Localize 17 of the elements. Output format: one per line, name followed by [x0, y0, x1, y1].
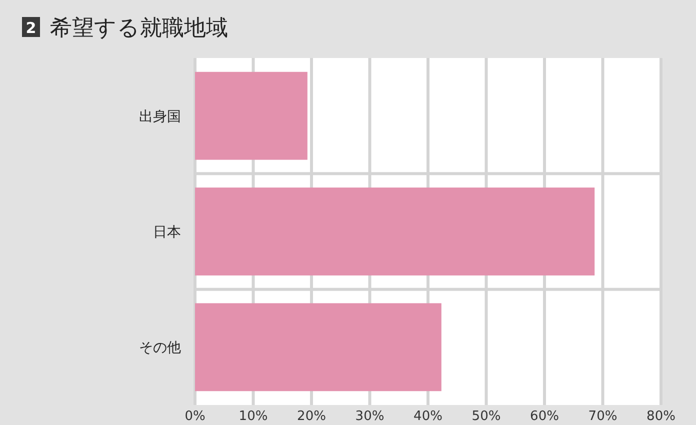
x-tick-label: 50%: [472, 409, 501, 424]
x-tick-label: 80%: [646, 409, 676, 424]
x-tick-label: 20%: [297, 409, 326, 424]
x-tick-label: 10%: [238, 409, 268, 424]
chart-title: 希望する就職地域: [50, 16, 228, 41]
y-tick-label: 日本: [153, 224, 181, 240]
bar: [195, 188, 595, 276]
bar: [195, 303, 442, 392]
x-tick-label: 30%: [355, 409, 384, 424]
title-badge: 2: [22, 17, 40, 37]
y-tick-label: その他: [139, 340, 181, 356]
x-tick-label: 60%: [530, 409, 559, 424]
bar: [195, 72, 308, 160]
x-tick-label: 0%: [184, 409, 206, 424]
x-tick-label: 70%: [588, 409, 618, 424]
y-tick-label: 出身国: [139, 108, 181, 125]
x-tick-label: 40%: [414, 409, 442, 424]
